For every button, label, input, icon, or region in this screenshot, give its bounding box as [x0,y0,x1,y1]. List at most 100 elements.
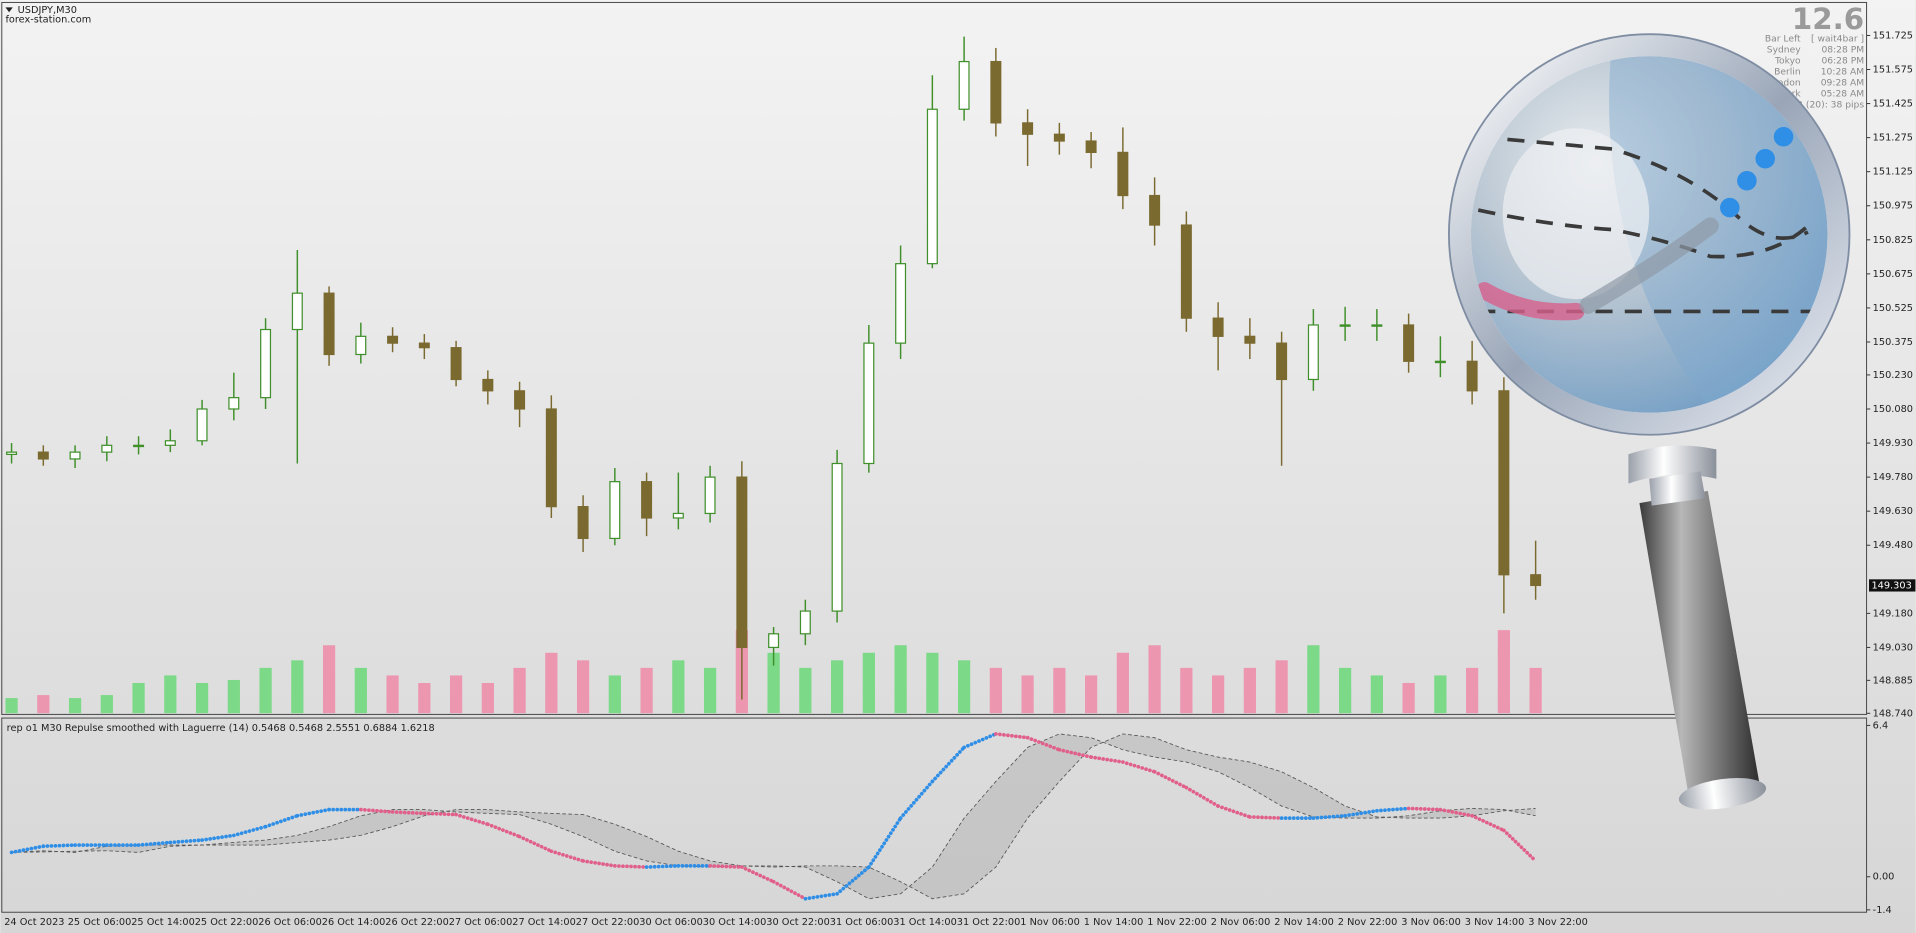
y-tick-label: 151.275 [1873,133,1913,144]
signal-line [11,733,1536,900]
repulse-segment [613,864,649,869]
volume-bar [545,652,558,714]
y-tick-label: 149.630 [1873,506,1913,517]
y-tick-label: 151.575 [1873,65,1913,76]
candle-body [37,451,49,460]
repulse-segment [708,864,744,869]
volume-bar [1275,660,1288,714]
repulse-segment [263,813,300,829]
x-tick-label: 2 Nov 14:00 [1274,917,1334,928]
volume-bar [5,698,18,714]
candle-body [418,342,430,349]
repulse-segment [867,816,903,869]
volume-bar [830,660,844,714]
candle-body [768,633,780,649]
y-tick-label: 151.125 [1873,167,1913,178]
y-tick-label: 149.480 [1873,540,1913,551]
candle-body [736,476,748,649]
volume-bar [195,682,209,714]
candle-body [387,335,399,344]
y-tick-label: 150.230 [1873,370,1913,381]
info-label: Tokyo [1774,57,1801,67]
volume-bar [989,667,1002,714]
y-tick-label: 148.740 [1873,708,1913,719]
candle-body [1466,360,1478,392]
repulse-segment [41,843,77,849]
y-tick-label: 151.725 [1873,30,1913,41]
volume-bar [291,660,304,714]
volume-bar [100,695,113,714]
repulse-segment [1406,806,1443,812]
repulse-segment [422,811,458,817]
repulse-segment [1311,813,1347,820]
volume-bar [894,645,907,714]
repulse-segment [581,859,617,868]
x-tick-label: 1 Nov 06:00 [1020,917,1080,928]
volume-bar [1529,667,1542,714]
volume-bar [481,682,494,714]
candle-body [1212,317,1224,337]
volume-bar [513,667,526,714]
y-tick-label: 149.780 [1873,472,1913,483]
repulse-segment [358,807,395,814]
volume-bar [1402,682,1415,714]
volume-bar [703,667,717,714]
y-tick-label: 149.930 [1873,438,1913,449]
symbol-title: USDJPY,M30 [18,5,77,16]
magnifier [1448,33,1851,810]
volume-bar [862,652,875,714]
repulse-segment [1343,808,1379,818]
x-tick-label: 25 Oct 06:00 [68,917,132,928]
candle-body [990,60,1002,124]
magnifier-ring [1448,34,1850,435]
x-tick-label: 25 Oct 14:00 [131,917,195,928]
x-tick-label: 27 Oct 14:00 [512,917,576,928]
candle-body [228,397,240,410]
candle-body [577,506,589,540]
volume-bar [1180,667,1193,714]
volume-bar [1021,675,1034,714]
candle-body [672,512,684,519]
volume-bar [799,667,812,714]
volume-bar [1085,675,1098,714]
repulse-segment [740,865,776,884]
repulse-segment [644,864,681,869]
y-tick-label: 149.180 [1873,608,1913,619]
y-tick-label: 150.825 [1873,235,1913,246]
y-tick-label: -1.4 [1873,905,1892,916]
x-tick-label: 30 Oct 14:00 [703,917,767,928]
x-tick-label: 26 Oct 06:00 [258,917,322,928]
repulse-segment [1470,813,1506,833]
volume-bar [227,679,240,714]
volume-bar [576,660,590,714]
repulse-segment [962,732,998,750]
info-value: [ wait4bar ] [1811,35,1864,45]
volume-bar [672,660,685,714]
symbol-menu-arrow[interactable] [5,7,13,13]
info-label: Bar Left [1765,35,1801,45]
volume-bar [132,682,145,714]
volume-bar [449,675,463,714]
volume-bar [37,695,50,714]
repulse-segment [771,879,808,901]
repulse-segment [994,732,1030,740]
candle-body [609,481,621,540]
candle-body [323,292,335,356]
volume-bar [958,660,971,714]
candle-body [895,263,907,344]
candle-body [641,481,653,519]
candle-body [1339,324,1351,327]
y-tick-label: 150.080 [1873,404,1913,415]
repulse-segment [231,824,268,838]
price-panel [1,1,1868,715]
candle-body [450,347,462,381]
volume-bar [386,675,399,714]
candle-body [1276,342,1288,381]
x-tick-label: 31 Oct 22:00 [957,917,1021,928]
indicator-title: rep o1 M30 Repulse smoothed with Laguerr… [7,723,435,734]
x-tick-label: 2 Nov 22:00 [1338,917,1398,928]
x-tick-label: 31 Oct 06:00 [830,917,894,928]
candle-body [831,462,843,612]
volume-bar [1370,675,1383,714]
